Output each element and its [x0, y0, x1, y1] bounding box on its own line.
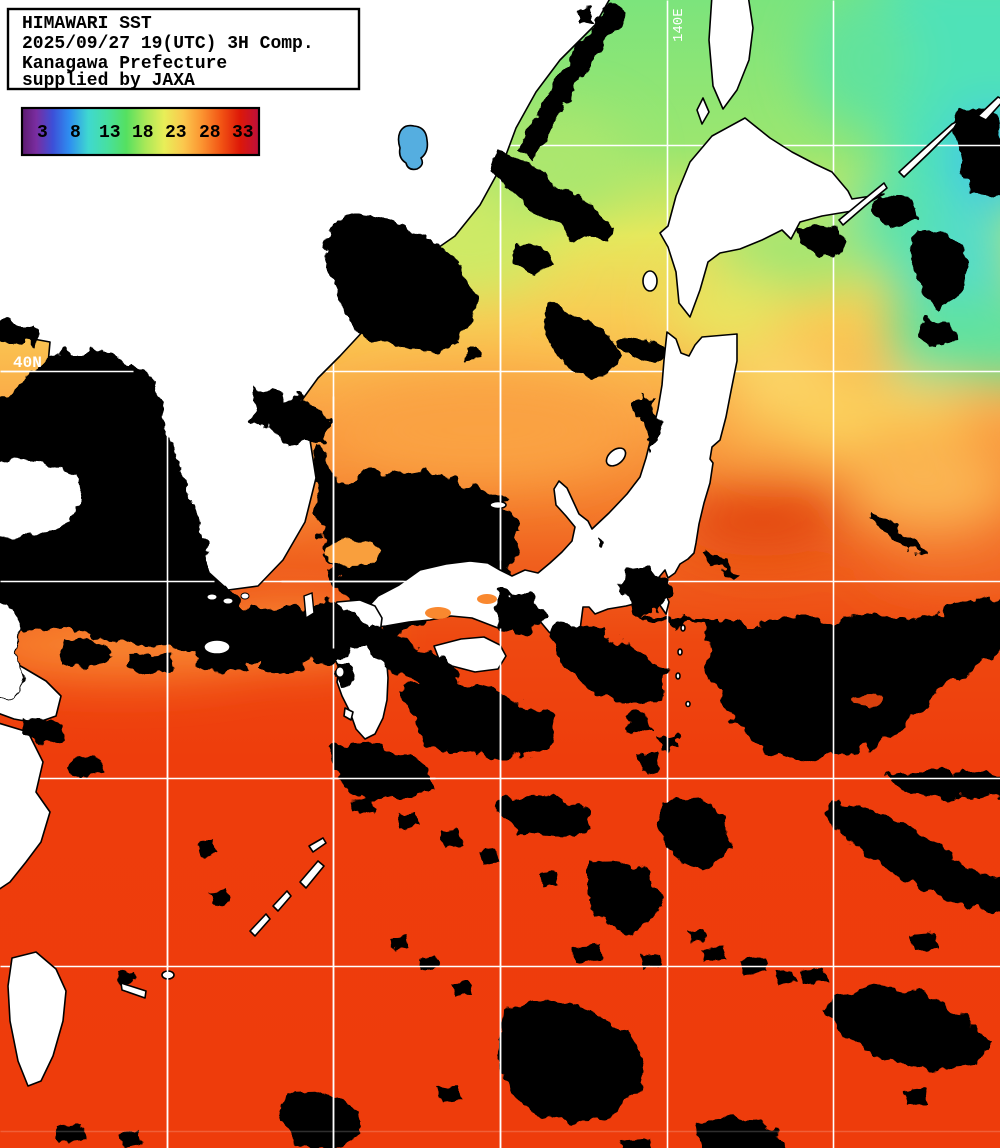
svg-text:8: 8	[70, 123, 81, 143]
svg-text:2025/09/27 19(UTC) 3H Comp.: 2025/09/27 19(UTC) 3H Comp.	[22, 34, 314, 54]
svg-text:3: 3	[37, 123, 48, 143]
svg-text:33: 33	[232, 123, 254, 143]
svg-text:23: 23	[165, 123, 187, 143]
svg-text:13: 13	[99, 123, 121, 143]
svg-text:HIMAWARI SST: HIMAWARI SST	[22, 14, 152, 34]
svg-text:Kanagawa Prefecture: Kanagawa Prefecture	[22, 54, 227, 74]
svg-text:140E: 140E	[671, 8, 687, 42]
svg-text:supplied by JAXA: supplied by JAXA	[22, 71, 195, 91]
svg-text:40N: 40N	[13, 354, 42, 372]
svg-text:18: 18	[132, 123, 154, 143]
svg-text:28: 28	[199, 123, 221, 143]
